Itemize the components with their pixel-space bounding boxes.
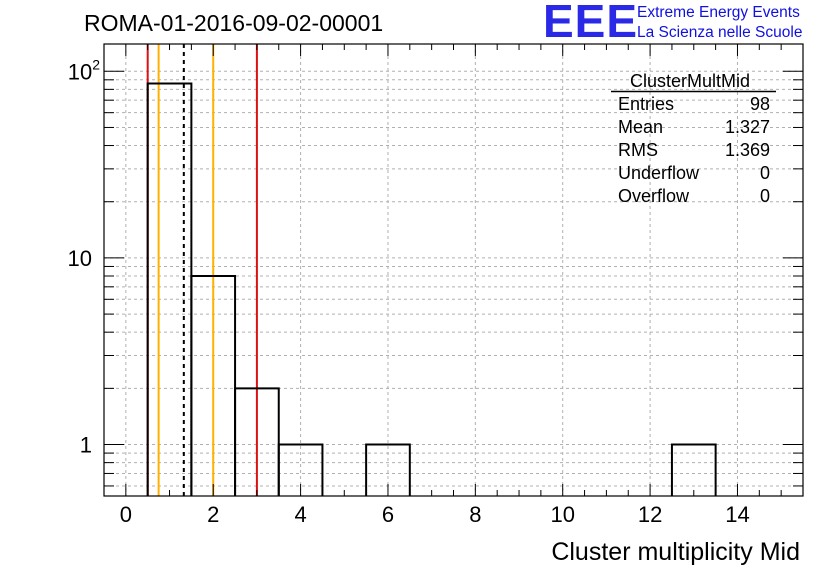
stats-label-rms: RMS — [618, 140, 658, 160]
stats-label-overflow: Overflow — [618, 186, 690, 206]
x-tick-label: 12 — [638, 502, 662, 527]
histogram-bar-13 — [670, 443, 717, 496]
x-tick-label: 8 — [469, 502, 481, 527]
x-tick-label: 4 — [294, 502, 306, 527]
x-tick-label: 14 — [725, 502, 749, 527]
x-tick-label: 6 — [382, 502, 394, 527]
histogram-bar-4 — [277, 443, 324, 496]
stats-value-underflow: 0 — [760, 163, 770, 183]
histogram-bar-3 — [234, 387, 280, 496]
stats-label-mean: Mean — [618, 117, 663, 137]
stats-label-underflow: Underflow — [618, 163, 700, 183]
x-tick-label: 2 — [207, 502, 219, 527]
histogram-bars — [146, 82, 717, 496]
logo-line-1: Extreme Energy Events — [637, 4, 800, 21]
logo-line-2: La Scienza nelle Scuole — [637, 24, 803, 41]
y-tick-label: 1 — [80, 433, 92, 458]
x-tick-label: 0 — [120, 502, 132, 527]
logo-mark: EEE — [543, 0, 639, 47]
y-tick-label: 10 — [68, 246, 92, 271]
stats-value-entries: 98 — [750, 94, 770, 114]
stats-value-rms: 1.369 — [725, 140, 770, 160]
stats-label-entries: Entries — [618, 94, 674, 114]
axis-labels: 0 2 4 6 8 10 12 14 1 10 102 — [68, 56, 750, 527]
stats-box-title: ClusterMultMid — [630, 71, 750, 91]
plot-frame — [103, 43, 804, 497]
stats-value-overflow: 0 — [760, 186, 770, 206]
stats-value-mean: 1.327 — [725, 117, 770, 137]
x-axis-label: Cluster multiplicity Mid — [551, 538, 800, 566]
marker-lines — [146, 44, 258, 496]
grid-layer — [104, 44, 803, 496]
page-title: ROMA-01-2016-09-02-00001 — [84, 10, 384, 36]
histogram-bar-6 — [365, 443, 411, 496]
axis-ticks — [103, 44, 804, 496]
stats-rows: Entries 98 Mean 1.327 RMS 1.369 Underflow 0 Over… — [618, 94, 770, 206]
x-tick-label: 10 — [550, 502, 574, 527]
histogram-bar-2 — [190, 274, 237, 496]
stats-box: ClusterMultMid Entries 98 Mean 1.327 RMS 1.36… — [611, 71, 776, 206]
y-tick-label: 102 — [68, 56, 100, 84]
